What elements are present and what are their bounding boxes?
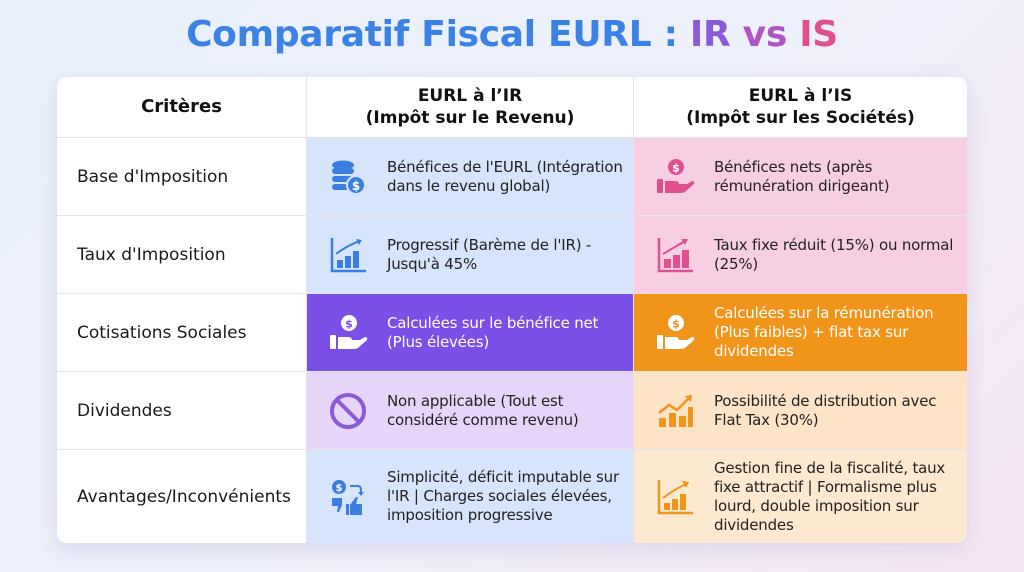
ir-dividendes-cell: Non applicable (Tout est considéré comme… (307, 372, 634, 450)
header-ir-title: EURL à l’IR (417, 86, 523, 106)
criterion-cotisations: Cotisations Sociales (57, 294, 307, 372)
is-dividendes-text: Possibilité de distribution avec Flat Ta… (714, 391, 937, 429)
ir-base-cell: $ Bénéfices de l'EURL (Intégration dans … (307, 138, 634, 216)
is-base-cell: $ Bénéfices nets (après rémunération dir… (634, 138, 967, 216)
coins-dollar-icon: $ (325, 154, 371, 200)
ir-dividendes-text: Non applicable (Tout est considéré comme… (387, 391, 579, 429)
prohibited-icon (325, 388, 371, 434)
is-cotisations-cell: $ Calculées sur la rémunération (Plus fa… (634, 294, 967, 372)
is-cotisations-text: Calculées sur la rémunération (Plus faib… (714, 304, 934, 360)
criterion-taux: Taux d'Imposition (57, 216, 307, 294)
is-avantages-text: Gestion fine de la fiscalité, taux fixe … (714, 458, 946, 534)
growth-chart-icon (652, 474, 698, 520)
criterion-dividendes: Dividendes (57, 372, 307, 450)
page-title: Comparatif Fiscal EURL : IR vs IS (0, 14, 1024, 55)
title-vs: vs (730, 14, 800, 55)
growth-chart-icon (652, 232, 698, 278)
title-is: IS (799, 14, 838, 55)
hand-dollar-icon: $ (652, 310, 698, 356)
ir-cotisations-text: Calculées sur le bénéfice net (Plus élev… (387, 313, 599, 351)
ir-base-text: Bénéfices de l'EURL (Intégration dans le… (387, 157, 623, 195)
is-avantages-cell: Gestion fine de la fiscalité, taux fixe … (634, 450, 967, 543)
header-criteria: Critères (57, 77, 307, 138)
is-base-text: Bénéfices nets (après rémunération dirig… (714, 157, 890, 195)
is-taux-cell: Taux fixe réduit (15%) ou normal (25%) (634, 216, 967, 294)
hand-dollar-icon: $ (652, 154, 698, 200)
ir-avantages-cell: $ Simplicité, déficit imputable sur l'IR… (307, 450, 634, 543)
header-is: EURL à l’IS (Impôt sur les Sociétés) (634, 77, 967, 138)
ir-cotisations-cell: $ Calculées sur le bénéfice net (Plus él… (307, 294, 634, 372)
ir-taux-text: Progressif (Barème de l'IR) - Jusqu'à 45… (387, 235, 592, 273)
criterion-avantages: Avantages/Inconvénients (57, 450, 307, 543)
thumbs-dollar-icon: $ (325, 474, 371, 520)
svg-text:$: $ (672, 317, 680, 330)
ir-taux-cell: Progressif (Barème de l'IR) - Jusqu'à 45… (307, 216, 634, 294)
header-is-title: EURL à l’IS (748, 86, 853, 106)
svg-text:$: $ (336, 483, 343, 494)
header-ir-subtitle: (Impôt sur le Revenu) (365, 108, 575, 128)
header-criteria-label: Critères (141, 96, 222, 117)
header-ir: EURL à l’IR (Impôt sur le Revenu) (307, 77, 634, 138)
criterion-base: Base d'Imposition (57, 138, 307, 216)
svg-text:$: $ (672, 161, 680, 174)
header-is-subtitle: (Impôt sur les Sociétés) (686, 108, 915, 128)
comparison-table: Critères EURL à l’IR (Impôt sur le Reven… (57, 77, 967, 543)
svg-text:$: $ (345, 317, 353, 330)
is-taux-text: Taux fixe réduit (15%) ou normal (25%) (714, 235, 954, 273)
ir-avantages-text: Simplicité, déficit imputable sur l'IR |… (387, 468, 619, 524)
svg-text:$: $ (352, 179, 360, 193)
hand-dollar-icon: $ (325, 310, 371, 356)
trend-bars-icon (652, 388, 698, 434)
is-dividendes-cell: Possibilité de distribution avec Flat Ta… (634, 372, 967, 450)
growth-chart-icon (325, 232, 371, 278)
title-main: Comparatif Fiscal EURL : (186, 14, 690, 55)
title-ir: IR (689, 14, 731, 55)
